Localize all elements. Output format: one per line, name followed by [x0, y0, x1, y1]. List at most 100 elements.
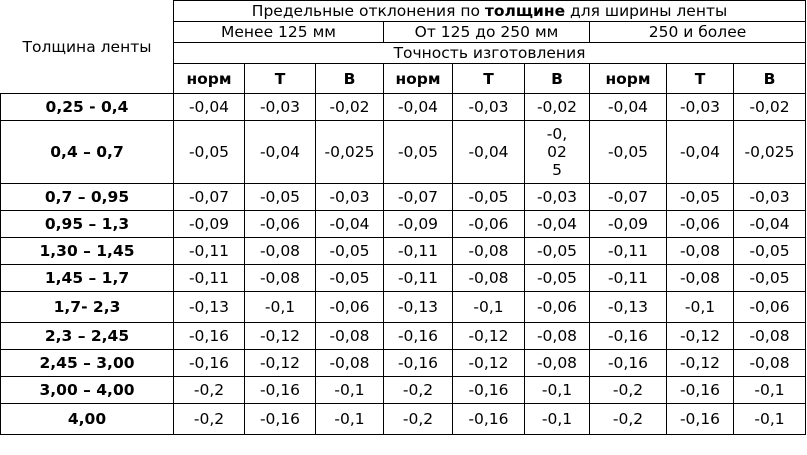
class-header: В: [732, 63, 807, 94]
table-row: 0,4 – 0,7 -0,05 -0,04 -0,025 -0,05 -0,04 -0,02…: [0, 120, 807, 184]
tolerance-cell: -0,1: [732, 376, 807, 404]
tolerance-cell: -0,025: [315, 120, 384, 184]
tolerance-cell: -0,09: [383, 210, 453, 238]
tolerance-cell: -0,12: [244, 349, 316, 377]
tolerance-cell: -0,1: [315, 403, 384, 435]
tolerance-cell: -0,06: [315, 291, 384, 323]
row-thickness: 1,45 – 1,7: [0, 264, 174, 292]
tolerance-cell: -0,025: [732, 120, 807, 184]
tolerance-cell: -0,03: [666, 93, 734, 121]
row-thickness: 0,25 - 0,4: [0, 93, 174, 121]
table-row: 3,00 – 4,00 -0,2 -0,16 -0,1 -0,2 -0,16 -0,1 -0,…: [0, 376, 807, 404]
tolerance-cell: -0,03: [244, 93, 316, 121]
tolerance-cell: -0,04: [666, 120, 734, 184]
tolerance-cell: -0,07: [173, 183, 245, 211]
tolerance-cell: -0,04: [589, 93, 667, 121]
tolerance-cell: -0,1: [666, 291, 734, 323]
table-row: 1,30 – 1,45 -0,11 -0,08 -0,05 -0,11 -0,08 -0,0…: [0, 237, 807, 265]
tolerance-cell: -0,12: [666, 322, 734, 350]
tolerance-cell: -0,11: [589, 264, 667, 292]
tolerance-cell: -0,13: [173, 291, 245, 323]
tolerance-cell: -0,04: [524, 210, 590, 238]
tolerance-cell: -0,2: [383, 376, 453, 404]
tolerance-cell: -0,07: [383, 183, 453, 211]
width-group-3: 250 и более: [588, 21, 807, 43]
tolerance-cell: -0,02: [732, 93, 807, 121]
tolerance-cell: -0,04: [383, 93, 453, 121]
class-header: В: [524, 63, 590, 94]
tolerance-cell: -0,16: [666, 403, 734, 435]
tolerance-cell: -0,16: [244, 376, 316, 404]
tolerance-cell: -0,1: [524, 376, 590, 404]
thickness-header: Толщина ленты: [0, 0, 174, 94]
thickness-header-label: Толщина ленты: [22, 38, 152, 56]
tolerance-cell: -0,04: [244, 120, 316, 184]
table-row: 0,25 - 0,4 -0,04 -0,03 -0,02 -0,04 -0,03 -0,02…: [0, 93, 807, 121]
tolerance-cell: -0,08: [666, 237, 734, 265]
row-thickness: 1,30 – 1,45: [0, 237, 174, 265]
width-group-2: От 125 до 250 мм: [383, 21, 590, 43]
tolerance-cell: -0,16: [383, 322, 453, 350]
tolerance-cell: -0,08: [315, 322, 384, 350]
tolerance-cell: -0,11: [173, 237, 245, 265]
tolerance-cell: -0,11: [383, 237, 453, 265]
class-header: Т: [244, 63, 316, 94]
tolerance-cell: -0,11: [173, 264, 245, 292]
tolerance-cell: -0,06: [244, 210, 316, 238]
tolerance-cell: -0,11: [589, 237, 667, 265]
tolerance-cell: -0,16: [589, 349, 667, 377]
tolerance-cell: -0,03: [315, 183, 384, 211]
row-thickness: 3,00 – 4,00: [0, 376, 174, 404]
title-suffix: для ширины ленты: [565, 2, 728, 20]
tolerance-cell: -0,05: [732, 237, 807, 265]
tolerance-cell: -0,16: [244, 403, 316, 435]
tolerance-cell: -0,04: [452, 120, 525, 184]
tolerance-cell: -0,12: [452, 322, 525, 350]
tolerance-cell: -0,02: [524, 93, 590, 121]
tolerance-cell: -0,08: [732, 349, 807, 377]
tolerance-cell: -0,2: [589, 403, 667, 435]
tolerance-cell: -0,08: [452, 237, 525, 265]
row-thickness: 4,00: [0, 403, 174, 435]
tolerance-cell: -0,16: [666, 376, 734, 404]
table-row: 2,45 – 3,00 -0,16 -0,12 -0,08 -0,16 -0,12 -0,0…: [0, 349, 807, 377]
table-row: 0,95 – 1,3 -0,09 -0,06 -0,04 -0,09 -0,06 -0,04…: [0, 210, 807, 238]
tolerance-cell: -0,13: [589, 291, 667, 323]
tolerance-cell: -0,05: [315, 264, 384, 292]
class-header: норм: [589, 63, 667, 94]
tolerance-cell: -0,05: [315, 237, 384, 265]
row-thickness: 2,45 – 3,00: [0, 349, 174, 377]
row-thickness: 1,7- 2,3: [0, 291, 174, 323]
class-header: Т: [452, 63, 525, 94]
tolerance-cell: -0,04: [315, 210, 384, 238]
class-header: норм: [383, 63, 453, 94]
table-row: 1,7- 2,3 -0,13 -0,1 -0,06 -0,13 -0,1 -0,06 -0,1…: [0, 291, 807, 323]
tolerance-cell: -0,12: [244, 322, 316, 350]
tolerance-cell: -0,06: [524, 291, 590, 323]
tolerance-cell: -0,11: [383, 264, 453, 292]
width-group-1: Менее 125 мм: [173, 21, 384, 43]
tolerance-cell: -0,05: [524, 237, 590, 265]
class-header: норм: [173, 63, 245, 94]
tolerance-cell: -0,08: [524, 349, 590, 377]
tolerance-cell: -0,12: [666, 349, 734, 377]
tolerance-cell: -0,08: [315, 349, 384, 377]
tolerance-cell: -0,16: [383, 349, 453, 377]
tolerance-cell: -0,2: [383, 403, 453, 435]
tolerance-cell: -0,1: [452, 291, 525, 323]
tolerance-cell: -0,06: [452, 210, 525, 238]
tolerance-cell: -0,03: [732, 183, 807, 211]
tolerance-cell: -0,09: [589, 210, 667, 238]
tolerance-cell: -0,08: [244, 264, 316, 292]
table-row: 4,00 -0,2 -0,16 -0,1 -0,2 -0,16 -0,1 -0,2 -0,16-…: [0, 403, 807, 435]
tolerance-cell: -0,08: [732, 322, 807, 350]
tolerance-cell: -0,04: [173, 93, 245, 121]
tolerance-cell: -0,03: [524, 183, 590, 211]
tolerance-cell: -0,2: [589, 376, 667, 404]
title-bold: толщине: [484, 2, 566, 20]
tolerance-table: Толщина ленты Предельные отклонения по т…: [0, 0, 807, 435]
tolerance-cell: -0,1: [732, 403, 807, 435]
row-thickness: 2,3 – 2,45: [0, 322, 174, 350]
tolerance-cell: -0,05: [173, 120, 245, 184]
tolerance-cell: -0,1: [244, 291, 316, 323]
